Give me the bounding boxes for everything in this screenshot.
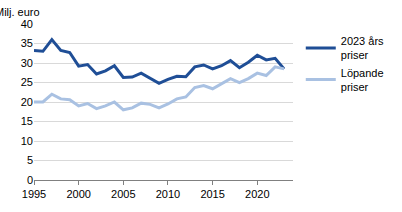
svg-text:1995: 1995 [22,188,46,200]
svg-text:30: 30 [21,57,33,69]
svg-text:0: 0 [27,174,33,186]
svg-text:2005: 2005 [111,188,135,200]
svg-text:25: 25 [21,76,33,88]
svg-text:5: 5 [27,154,33,166]
svg-text:40: 40 [21,18,33,30]
svg-text:2000: 2000 [66,188,90,200]
svg-text:20: 20 [21,96,33,108]
svg-text:2015: 2015 [200,188,224,200]
svg-text:Milj. euro: Milj. euro [0,6,40,18]
svg-text:2020: 2020 [245,188,269,200]
svg-text:10: 10 [21,135,33,147]
svg-text:2023 årspriser: 2023 årspriser [341,35,384,61]
svg-text:2010: 2010 [156,188,180,200]
svg-text:15: 15 [21,115,33,127]
svg-text:35: 35 [21,37,33,49]
svg-text:Löpandepriser: Löpandepriser [341,67,384,93]
